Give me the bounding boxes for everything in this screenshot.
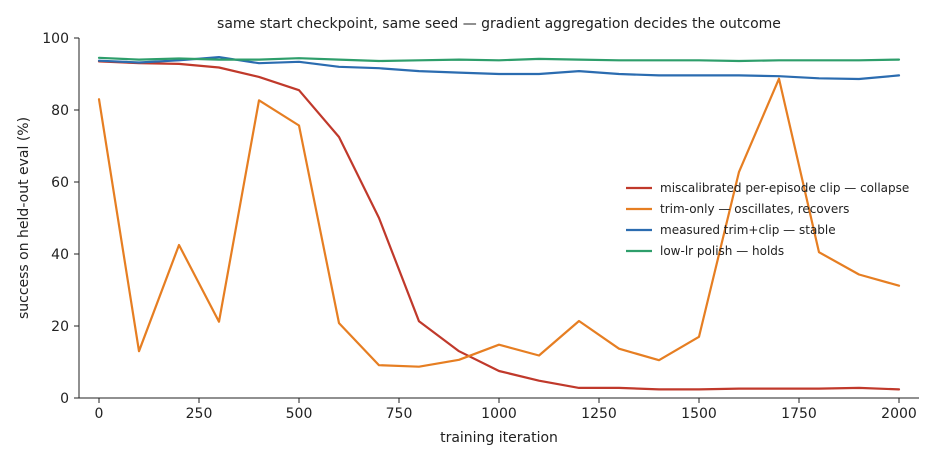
- x-tick-label: 1250: [581, 406, 617, 422]
- x-tick-label: 1500: [681, 406, 717, 422]
- series-layer: [97, 55, 901, 391]
- y-tick-label: 20: [51, 319, 69, 335]
- series-line-1: [97, 60, 901, 391]
- y-tick-label: 60: [51, 175, 69, 191]
- x-tick-label: 500: [286, 406, 313, 422]
- x-tick-label: 750: [386, 406, 413, 422]
- x-axis-title: training iteration: [440, 430, 558, 446]
- legend-label: measured trim+clip — stable: [660, 223, 836, 237]
- y-tick-label: 40: [51, 247, 69, 263]
- axes-layer: 0 250 500 750 1000 1250 1500 1750 2000 0 20 40 60 80 1…: [42, 31, 919, 422]
- legend: miscalibrated per-episode clip — collaps…: [626, 181, 909, 258]
- legend-label: miscalibrated per-episode clip — collaps…: [660, 181, 909, 195]
- x-tick-label: 250: [186, 406, 213, 422]
- legend-label: trim-only — oscillates, recovers: [660, 202, 849, 216]
- y-tick-label: 0: [60, 391, 69, 407]
- x-tick-label: 0: [95, 406, 104, 422]
- x-tick-label: 1000: [481, 406, 517, 422]
- x-tick-label: 1750: [781, 406, 817, 422]
- legend-label: low-lr polish — holds: [660, 244, 784, 258]
- y-axis-title: success on held-out eval (%): [16, 117, 32, 319]
- x-tick-label: 2000: [881, 406, 917, 422]
- y-tick-label: 80: [51, 103, 69, 119]
- series-line-4: [97, 56, 901, 63]
- chart-title: same start checkpoint, same seed — gradi…: [217, 16, 781, 32]
- series-line-2: [97, 77, 901, 368]
- y-tick-label: 100: [42, 31, 69, 47]
